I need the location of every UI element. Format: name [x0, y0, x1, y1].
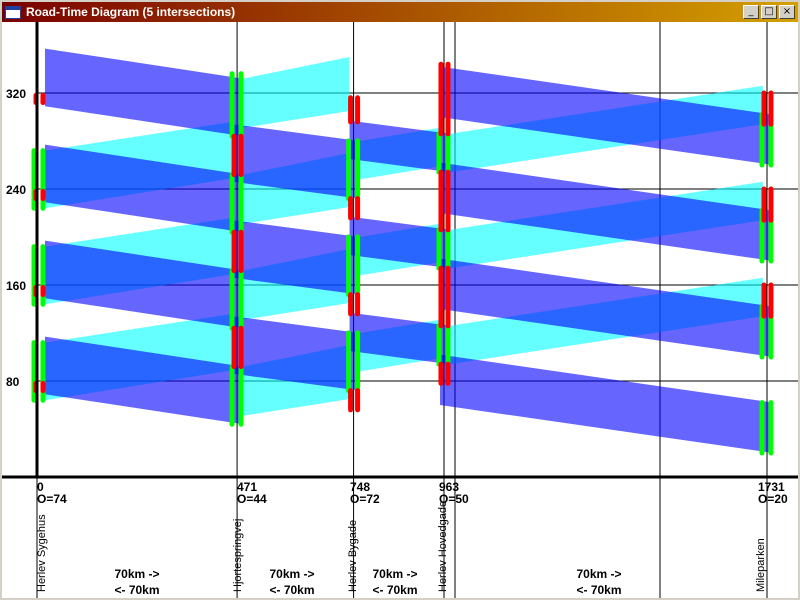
- green-band-backward-0-2: [45, 144, 244, 233]
- segment-forward-speed-2: 70km ->: [372, 567, 417, 581]
- green-band-backward-0-1: [45, 240, 244, 329]
- segment-backward-speed-0: <- 70km: [114, 583, 159, 597]
- offset-label-4: O=20: [758, 492, 788, 506]
- segment-backward-speed-1: <- 70km: [269, 583, 314, 597]
- y-tick-label-240: 240: [6, 183, 26, 197]
- green-band-backward-3-0: [233, 316, 360, 391]
- intersection-name-3: Herlev Hovedgade: [437, 501, 449, 592]
- green-band-backward-1-2: [440, 162, 773, 261]
- offset-label-0: O=74: [37, 492, 67, 506]
- maximize-button[interactable]: □: [761, 5, 777, 19]
- y-tick-label-80: 80: [6, 375, 20, 389]
- position-label-1: 471: [237, 480, 257, 494]
- green-band-backward-2-1: [349, 216, 451, 269]
- green-band-backward-1-1: [440, 258, 773, 357]
- segment-backward-speed-3: <- 70km: [576, 583, 621, 597]
- green-band-backward-0-0: [45, 336, 244, 425]
- offset-label-1: O=44: [237, 492, 267, 506]
- minimize-button[interactable]: _: [743, 5, 759, 19]
- position-label-2: 748: [350, 480, 370, 494]
- green-band-backward-1-0: [440, 354, 773, 453]
- intersection-name-4: Mileparken: [755, 538, 767, 592]
- green-band-backward-2-2: [349, 120, 451, 173]
- intersection-name-0: Herlev Sygehus: [36, 514, 48, 592]
- road-time-diagram: 80 160 240 320 0 O=74 Herlev Sygehus 471 O=44 Hjo…: [2, 22, 798, 598]
- segment-forward-speed-1: 70km ->: [269, 567, 314, 581]
- position-label-3: 963: [439, 480, 459, 494]
- offset-label-2: O=72: [350, 492, 380, 506]
- position-label-4: 1731: [758, 480, 785, 494]
- intersection-name-1: Hjortespringvej: [232, 519, 244, 592]
- y-tick-label-160: 160: [6, 279, 26, 293]
- green-band-backward-3-2: [233, 124, 360, 199]
- intersection-name-2: Herlev Bygade: [347, 520, 359, 592]
- segment-forward-speed-3: 70km ->: [576, 567, 621, 581]
- green-band-forward-0-3: [243, 57, 350, 128]
- green-band-backward-1-3: [440, 66, 773, 165]
- green-band-backward-2-0: [349, 312, 451, 365]
- title-bar[interactable]: Road-Time Diagram (5 intersections) _ □ …: [2, 2, 798, 22]
- close-button[interactable]: ×: [779, 5, 795, 19]
- window-controls: _ □ ×: [743, 5, 795, 19]
- position-label-0: 0: [37, 480, 44, 494]
- offset-label-3: O=50: [439, 492, 469, 506]
- window-title: Road-Time Diagram (5 intersections): [26, 5, 236, 19]
- green-band-backward-3-1: [233, 220, 360, 295]
- green-band-backward-0-3: [45, 48, 244, 137]
- app-window-icon[interactable]: [5, 5, 21, 19]
- segment-forward-speed-0: 70km ->: [114, 567, 159, 581]
- segment-backward-speed-2: <- 70km: [372, 583, 417, 597]
- y-tick-label-320: 320: [6, 87, 26, 101]
